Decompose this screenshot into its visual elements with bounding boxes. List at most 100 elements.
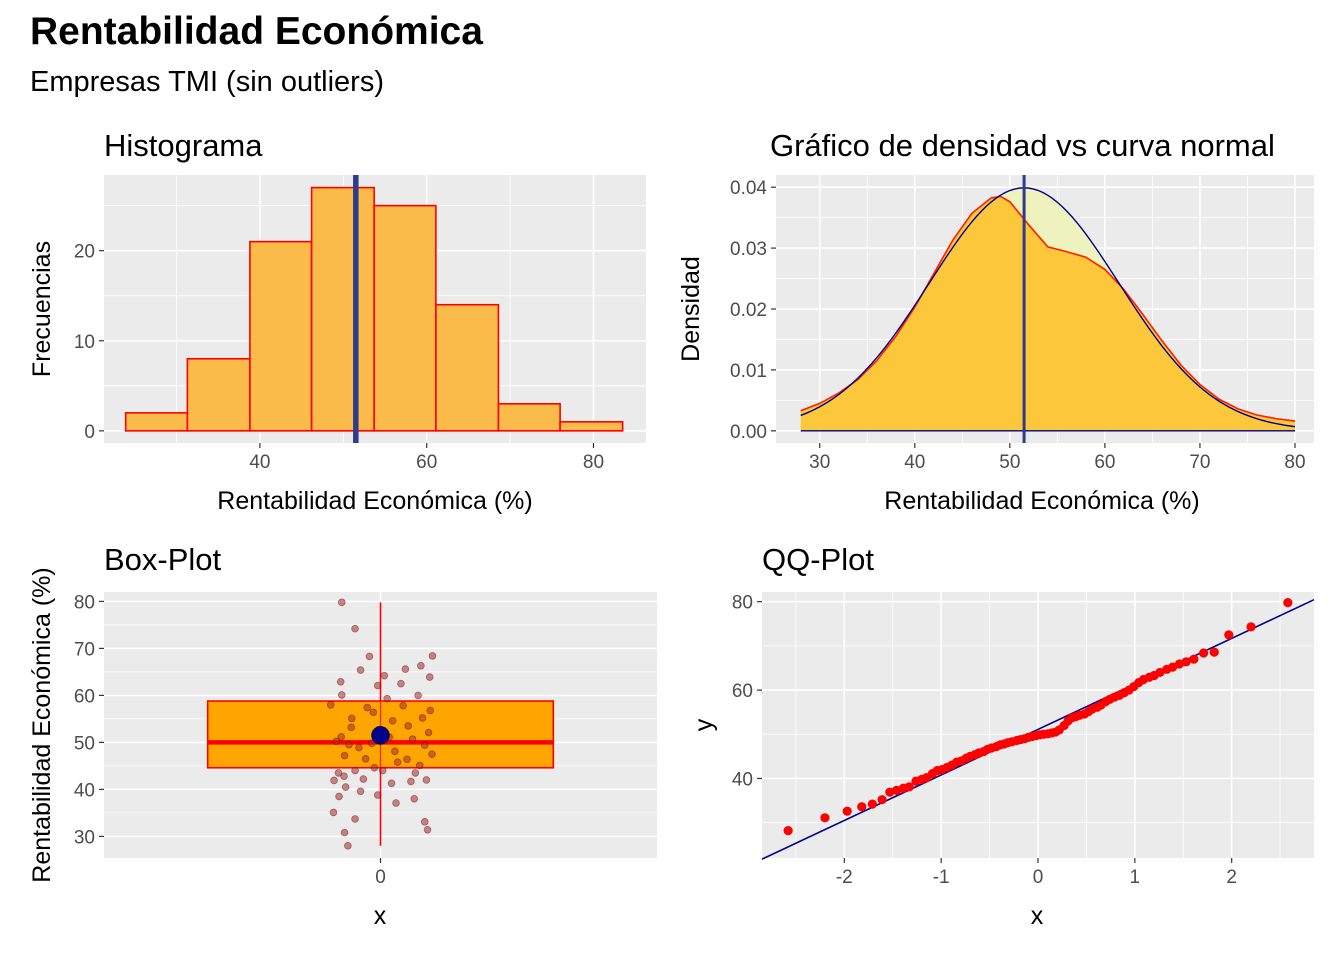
qqplot-x-tick-label: 0 [1033, 867, 1044, 888]
qq-point [857, 802, 867, 812]
qqplot-gridlines [762, 592, 1314, 858]
jitter-point [359, 775, 368, 783]
qq-point [1283, 598, 1293, 608]
density-x-tick-label: 30 [809, 452, 830, 473]
boxplot-x-axis-title: x [374, 902, 387, 930]
boxplot-y-tick-label: 40 [74, 780, 95, 801]
jitter-point [351, 624, 359, 633]
jitter-point [407, 777, 415, 786]
density-x-axis-title: Rentabilidad Económica (%) [884, 487, 1199, 515]
jitter-point [422, 776, 431, 784]
jitter-point [425, 673, 434, 681]
boxplot-jitter-points [326, 598, 437, 850]
histogram-title: Histograma [104, 128, 263, 163]
histogram-bar [310, 186, 375, 432]
jitter-point [347, 723, 355, 732]
jitter-point [363, 703, 372, 712]
jitter-point [373, 791, 382, 799]
jitter-point [388, 716, 397, 725]
jitter-point [414, 691, 422, 700]
jitter-point [344, 841, 352, 850]
histogram-x-axis-title: Rentabilidad Económica (%) [217, 487, 532, 515]
density-y-tick-label: 0.04 [730, 178, 767, 199]
jitter-point [336, 677, 345, 686]
qq-point [1199, 648, 1209, 658]
boxplot-y-tick-label: 70 [74, 639, 95, 660]
jitter-point [391, 747, 399, 756]
jitter-point [340, 828, 349, 837]
histogram-y-tick-label: 10 [74, 332, 95, 353]
jitter-point [337, 732, 346, 741]
jitter-point [417, 661, 425, 670]
jitter-point [415, 761, 424, 770]
qqplot-y-tick-label: 40 [732, 769, 753, 790]
jitter-point [347, 714, 356, 723]
qqplot-y-tick-label: 60 [732, 681, 753, 702]
qqplot-reference-line [761, 598, 1315, 860]
boxplot-y-tick-label: 80 [74, 592, 95, 613]
boxplot-y-tick-label: 50 [74, 733, 95, 754]
boxplot-title: Box-Plot [104, 542, 222, 577]
jitter-point [380, 671, 389, 680]
jitter-point [367, 739, 376, 748]
jitter-point [356, 666, 365, 674]
jitter-point [351, 766, 359, 775]
density-x-tick-label: 80 [1284, 452, 1305, 473]
density-x-tick-label: 40 [904, 452, 925, 473]
histogram-ticks: 40 60 80 0 10 20 [74, 242, 604, 473]
density-panel: Gráfico de densidad vs curva normal 30 40… [677, 128, 1314, 515]
jitter-point [337, 598, 346, 607]
histogram-bar [124, 412, 189, 432]
jitter-point [345, 740, 353, 749]
jitter-point [426, 706, 435, 715]
density-title: Gráfico de densidad vs curva normal [770, 128, 1275, 163]
qq-reference-line [761, 598, 1315, 860]
jitter-point [355, 743, 363, 752]
jitter-point [404, 722, 412, 730]
qqplot-x-tick-label: -2 [836, 867, 853, 888]
jitter-point [356, 787, 365, 796]
density-y-axis-title: Densidad [677, 256, 705, 362]
histogram-y-tick-label: 0 [84, 422, 95, 443]
jitter-point [387, 779, 396, 788]
histogram-bar [186, 357, 251, 432]
jitter-point [361, 755, 370, 763]
density-curves [800, 187, 1296, 432]
jitter-point [330, 776, 338, 785]
histogram-y-tick-label: 20 [74, 242, 95, 263]
jitter-point [341, 783, 350, 791]
qq-point [1224, 630, 1234, 640]
jitter-point [420, 741, 429, 750]
jitter-point [418, 714, 427, 722]
qq-point [877, 795, 887, 805]
jitter-point [403, 755, 411, 764]
density-y-tick-label: 0.01 [730, 361, 767, 382]
qq-point [904, 782, 914, 792]
jitter-point [365, 652, 374, 661]
boxplot-ticks: 0 30 40 50 60 70 80 [74, 592, 386, 888]
histogram-x-tick-label: 60 [416, 452, 437, 473]
jitter-point [373, 681, 382, 690]
figure-title: Rentabilidad Económica [30, 10, 483, 53]
histogram-bar [373, 204, 437, 432]
qqplot-x-axis-title: x [1031, 902, 1044, 930]
qq-point [1189, 654, 1199, 664]
histogram-bar [435, 303, 500, 432]
histogram-y-axis-title: Frecuencias [28, 241, 56, 377]
qq-point [867, 799, 878, 809]
jitter-point [369, 708, 378, 717]
jitter-point [335, 792, 343, 801]
density-y-tick-label: 0.02 [730, 300, 767, 321]
qq-point [783, 826, 793, 836]
jitter-point [393, 758, 402, 766]
density-y-tick-label: 0.03 [730, 239, 767, 260]
density-x-tick-label: 50 [999, 452, 1020, 473]
jitter-point [428, 652, 437, 660]
jitter-point [383, 694, 391, 703]
density-area [800, 196, 1295, 431]
qq-point [1181, 657, 1191, 667]
boxplot-y-tick-label: 30 [74, 827, 95, 848]
jitter-point [410, 794, 419, 803]
histogram-bar [497, 403, 561, 432]
